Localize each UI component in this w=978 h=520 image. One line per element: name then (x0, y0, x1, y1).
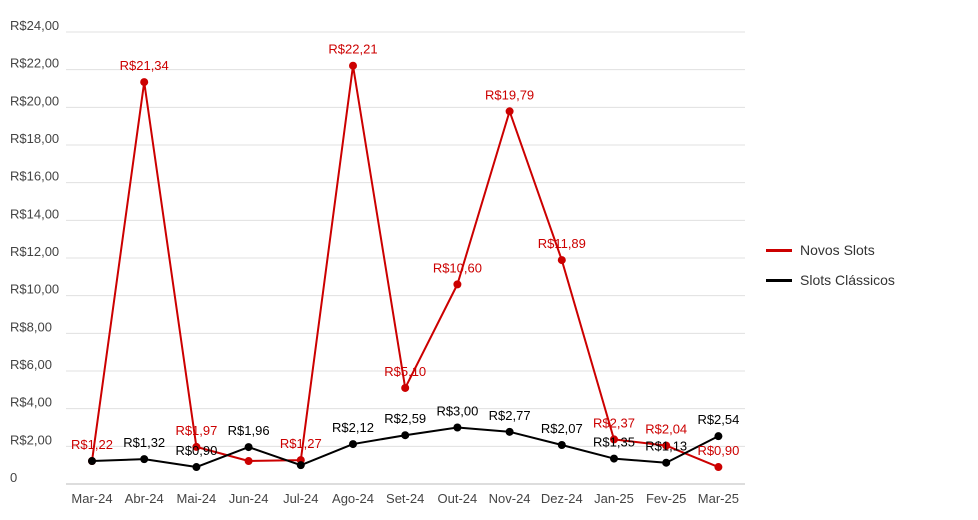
data-point (296, 461, 305, 470)
data-point (557, 441, 566, 450)
data-label: R$1,32 (123, 435, 165, 450)
x-tick-label: Out-24 (438, 491, 478, 506)
data-label: R$2,12 (332, 420, 374, 435)
y-tick-label: R$8,00 (10, 319, 52, 334)
y-tick-label: R$20,00 (10, 93, 59, 108)
legend-swatch-slots-classicos (766, 278, 792, 282)
y-tick-label: R$4,00 (10, 395, 52, 410)
legend-item-novos-slots: Novos Slots (766, 235, 895, 265)
data-label: R$2,07 (541, 421, 583, 436)
data-label: R$22,21 (328, 42, 377, 57)
data-point (453, 423, 462, 432)
data-point (140, 78, 149, 87)
x-tick-label: Ago-24 (332, 491, 374, 506)
data-label: R$10,60 (433, 260, 482, 275)
data-point (557, 256, 566, 265)
data-label: R$1,97 (175, 423, 217, 438)
x-tick-label: Jul-24 (283, 491, 318, 506)
data-label: R$2,37 (593, 415, 635, 430)
data-point (610, 435, 618, 444)
data-point (349, 440, 357, 449)
data-point (140, 455, 149, 464)
data-label: R$19,79 (485, 87, 534, 102)
data-point (349, 61, 357, 70)
data-point (505, 427, 514, 436)
data-point (662, 441, 671, 450)
data-label: R$1,96 (228, 423, 270, 438)
data-label: R$1,35 (593, 435, 635, 450)
y-tick-label: R$10,00 (10, 282, 59, 297)
y-tick-label: R$16,00 (10, 169, 59, 184)
y-tick-label: R$18,00 (10, 131, 59, 146)
data-point (88, 457, 96, 466)
x-tick-label: Mar-25 (698, 491, 739, 506)
data-label: R$2,59 (384, 411, 426, 426)
data-label: R$0,90 (697, 443, 739, 458)
data-point (505, 107, 514, 116)
y-tick-label: R$12,00 (10, 244, 59, 259)
x-tick-label: Jun-24 (229, 491, 269, 506)
x-tick-label: Set-24 (386, 491, 424, 506)
data-label: R$2,77 (489, 408, 531, 423)
y-tick-label: 0 (10, 470, 17, 485)
data-point (662, 458, 671, 467)
x-tick-label: Abr-24 (125, 491, 164, 506)
y-tick-label: R$22,00 (10, 56, 59, 71)
legend: Novos Slots Slots Clássicos (766, 235, 895, 295)
data-point (714, 463, 723, 472)
x-tick-label: Dez-24 (541, 491, 583, 506)
data-point (244, 443, 253, 452)
y-tick-label: R$14,00 (10, 206, 59, 221)
x-tick-label: Jan-25 (594, 491, 634, 506)
data-point (192, 442, 201, 451)
legend-label-slots-classicos: Slots Clássicos (800, 272, 895, 288)
data-label: R$1,13 (645, 439, 687, 454)
data-label: R$0,90 (175, 443, 217, 458)
x-tick-label: Mar-24 (71, 491, 112, 506)
legend-item-slots-classicos: Slots Clássicos (766, 265, 895, 295)
y-tick-label: R$6,00 (10, 357, 52, 372)
data-label: R$3,00 (436, 404, 478, 419)
x-tick-label: Mai-24 (177, 491, 217, 506)
data-label: R$1,27 (280, 436, 322, 451)
y-tick-label: R$24,00 (10, 18, 59, 33)
data-label: R$2,54 (697, 412, 739, 427)
legend-label-novos-slots: Novos Slots (800, 242, 875, 258)
data-point (192, 463, 201, 472)
legend-swatch-novos-slots (766, 248, 792, 252)
series-line-0 (91, 64, 719, 468)
data-label: R$11,89 (538, 236, 586, 251)
data-label: R$1,22 (71, 437, 113, 452)
data-label: R$21,34 (120, 58, 169, 73)
data-point (244, 457, 253, 466)
data-point (453, 280, 462, 289)
data-label: R$2,04 (645, 422, 687, 437)
y-tick-label: R$2,00 (10, 432, 52, 447)
data-label: R$5,10 (384, 364, 426, 379)
data-point (401, 383, 410, 392)
data-point (401, 431, 410, 440)
data-point (610, 454, 618, 463)
data-point (714, 432, 723, 441)
x-tick-label: Nov-24 (489, 491, 531, 506)
x-tick-label: Fev-25 (646, 491, 686, 506)
